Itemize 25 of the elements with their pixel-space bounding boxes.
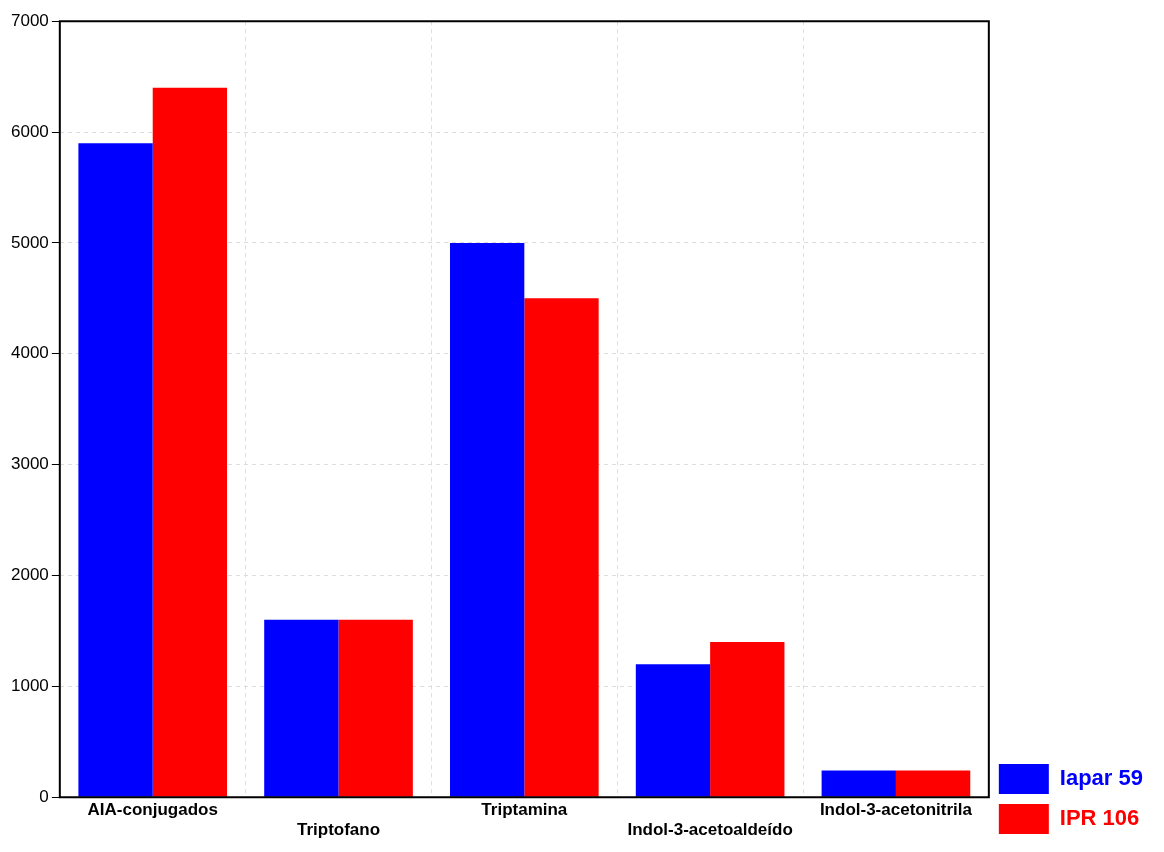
y-tick-label: 2000: [10, 565, 49, 585]
bar: [264, 619, 339, 797]
x-tick-label: Triptofano: [296, 820, 381, 840]
bar: [895, 770, 971, 797]
legend-label: Iapar 59: [1059, 765, 1144, 791]
x-tick-label: Triptamina: [481, 800, 568, 820]
legend-label: IPR 106: [1059, 805, 1140, 831]
bar: [635, 664, 711, 797]
bar: [450, 242, 525, 797]
y-tick-label: 3000: [10, 454, 49, 474]
bar: [78, 143, 153, 797]
y-tick-label: 6000: [10, 121, 49, 141]
bar: [338, 619, 413, 797]
y-tick-label: 5000: [10, 232, 49, 252]
bar: [524, 298, 599, 797]
y-tick-label: 7000: [10, 10, 49, 30]
y-tick-label: 4000: [10, 343, 49, 363]
x-tick-label: Indol-3-acetonitrila: [819, 800, 973, 820]
x-tick-label: AIA-conjugados: [87, 800, 218, 820]
bar: [710, 642, 785, 797]
y-tick-label: 1000: [10, 676, 49, 696]
bar: [152, 87, 228, 797]
x-tick-label: Indol-3-acetoaldeído: [627, 820, 793, 840]
y-tick-label: 0: [39, 786, 49, 806]
bar: [821, 770, 896, 797]
